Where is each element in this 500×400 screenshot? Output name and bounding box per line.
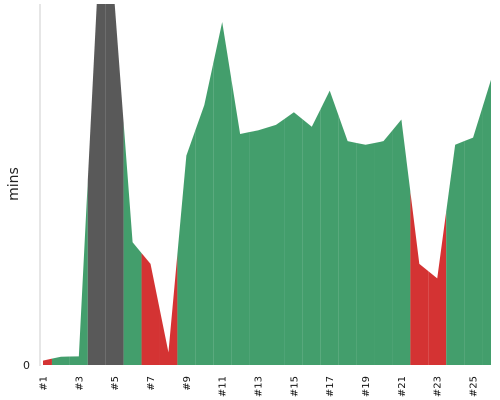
build-area-segment xyxy=(69,180,88,365)
build-area-segment xyxy=(195,63,214,366)
build-area-segment xyxy=(177,130,196,365)
build-area-segment xyxy=(267,118,285,366)
build-area-segment xyxy=(123,123,142,365)
x-tick-label: #13 xyxy=(254,376,265,397)
x-tick-label: #17 xyxy=(325,376,336,397)
build-area-segment xyxy=(87,4,106,365)
build-area-segment xyxy=(338,115,357,365)
build-area-segment xyxy=(410,191,429,365)
x-tick-labels: #1 #3 #5 #7 #9 #11 #13 #15 #17 #19 #21 #23 #25 xyxy=(39,376,480,397)
build-area-segment xyxy=(249,127,267,365)
build-area-segment xyxy=(392,119,411,366)
x-tick-label: #5 xyxy=(110,376,121,391)
area-layer xyxy=(43,4,491,366)
x-tick-label: #21 xyxy=(397,376,408,397)
build-area-segment xyxy=(356,142,375,365)
x-tick-label: #3 xyxy=(74,376,85,391)
build-area-segment xyxy=(105,4,124,365)
build-area-segment xyxy=(141,253,160,365)
x-tick-label: #1 xyxy=(39,376,50,391)
x-tick-label: #19 xyxy=(361,376,372,397)
build-area-segment xyxy=(231,78,250,365)
x-tick-label: #23 xyxy=(433,376,444,397)
build-area-segment xyxy=(213,22,232,366)
build-area-segment xyxy=(159,253,178,365)
build-area-segment xyxy=(446,141,465,365)
x-tick-label: #25 xyxy=(469,376,480,397)
build-area-segment xyxy=(51,356,70,365)
build-area-segment xyxy=(464,108,483,365)
x-tick-label: #9 xyxy=(182,376,193,391)
build-area-segment xyxy=(428,211,447,365)
y-tick-label-0: 0 xyxy=(23,359,30,372)
x-tick-label: #11 xyxy=(218,376,229,397)
build-area-segment xyxy=(43,358,52,365)
build-area-segment xyxy=(320,90,339,365)
build-area-segment xyxy=(482,79,491,365)
x-tick-label: #15 xyxy=(289,376,300,397)
y-axis-label: mins xyxy=(6,167,22,201)
x-tick-label: #7 xyxy=(146,376,157,391)
build-area-segment xyxy=(374,130,393,365)
build-area-segment xyxy=(284,112,303,365)
build-area-segment xyxy=(302,108,321,365)
